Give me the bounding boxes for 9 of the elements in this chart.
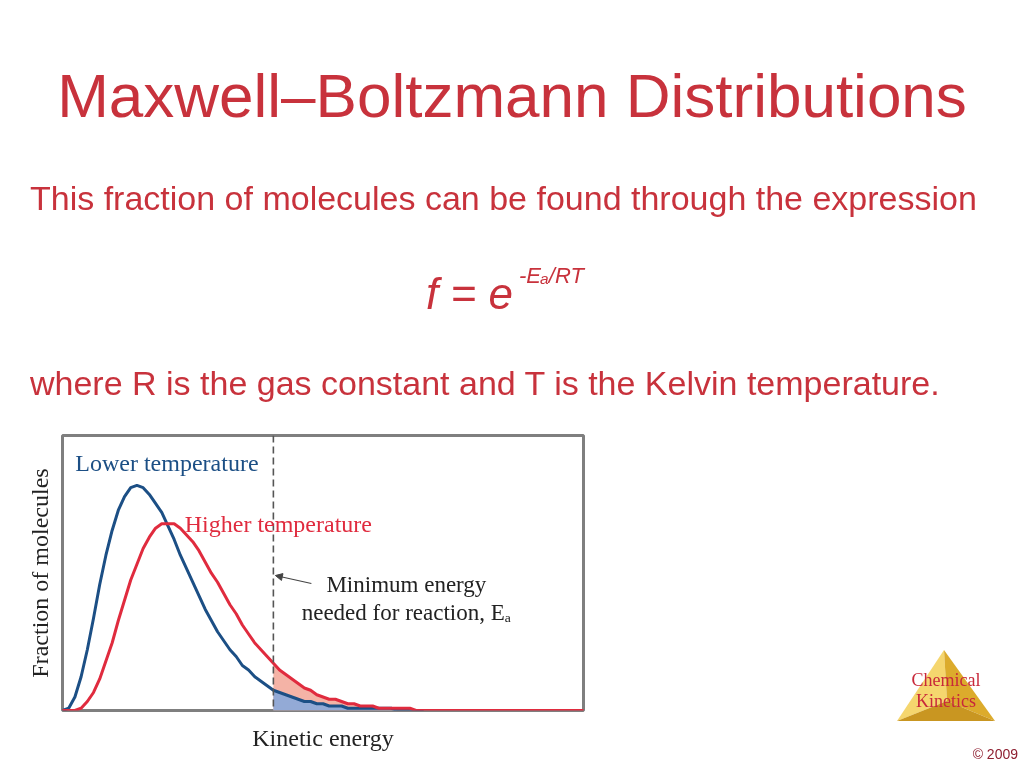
x-axis-title: Kinetic energy [252, 724, 394, 751]
chart-subtitle: This fraction of molecules can be found through the expression [30, 179, 977, 217]
text: where R is the gas constant and T is the Kelvin temperature. [30, 364, 940, 402]
chart-title: Maxwell–Boltzmann Distributions [56, 61, 968, 130]
annotation: Minimum energy needed for reaction, Eₐ [301, 571, 512, 626]
y-axis-title: Fraction of molecules [26, 468, 53, 678]
text: © 2009 [972, 746, 1018, 762]
series-label: Lower temperature [75, 450, 259, 477]
series-label: Higher temperature [184, 510, 372, 537]
